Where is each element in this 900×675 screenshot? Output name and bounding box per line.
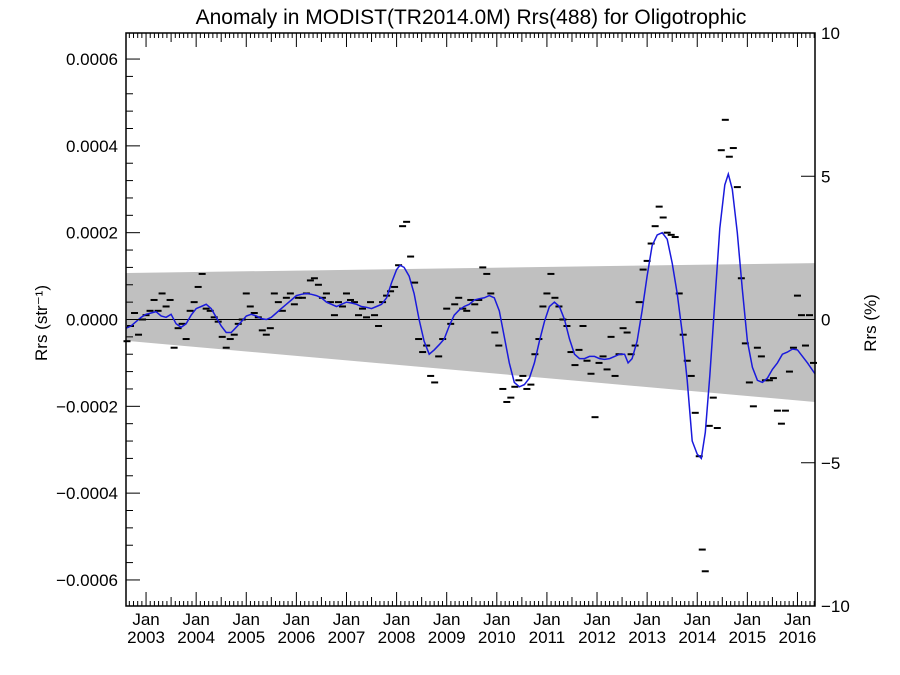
x-tick-month: Jan <box>533 610 560 629</box>
left-axis-label: Rrs (str⁻¹) <box>32 285 51 361</box>
x-tick-year: 2011 <box>529 628 566 647</box>
right-tick-label: 0 <box>821 311 830 330</box>
plot-area <box>123 32 817 607</box>
x-tick-month: Jan <box>633 610 660 629</box>
x-tick-year: 2003 <box>127 628 165 647</box>
x-tick-month: Jan <box>583 610 610 629</box>
x-tick-month: Jan <box>784 610 811 629</box>
x-tick-month: Jan <box>233 610 260 629</box>
x-tick-month: Jan <box>333 610 360 629</box>
x-tick-month: Jan <box>433 610 460 629</box>
x-tick-year: 2016 <box>779 628 817 647</box>
right-axis-label: Rrs (%) <box>861 294 880 352</box>
smoothed-line <box>125 171 816 461</box>
x-tick-year: 2006 <box>277 628 315 647</box>
left-tick-label: −0.0006 <box>56 571 118 590</box>
x-axis: Jan2003Jan2004Jan2005Jan2006Jan2007Jan20… <box>127 33 816 647</box>
x-tick-year: 2004 <box>177 628 215 647</box>
right-tick-label: −10 <box>821 597 850 616</box>
left-tick-label: 0.0002 <box>66 224 118 243</box>
x-tick-year: 2005 <box>227 628 265 647</box>
x-tick-month: Jan <box>132 610 159 629</box>
left-tick-label: 0.0000 <box>66 311 118 330</box>
left-tick-label: 0.0006 <box>66 50 118 69</box>
x-tick-month: Jan <box>684 610 711 629</box>
right-tick-label: −5 <box>821 454 840 473</box>
right-tick-label: 10 <box>821 24 840 43</box>
x-tick-year: 2014 <box>678 628 716 647</box>
left-y-axis: 0.0006 0.0004 0.0002 0.0000 −0.0002 −0.0004 −0… <box>56 50 140 590</box>
x-tick-month: Jan <box>734 610 761 629</box>
left-tick-label: −0.0004 <box>56 484 118 503</box>
left-tick-label: −0.0002 <box>56 397 118 416</box>
x-tick-year: 2013 <box>628 628 666 647</box>
data-points <box>123 118 817 573</box>
right-y-axis: 10 5 0 −5 −10 <box>801 24 850 616</box>
x-tick-month: Jan <box>182 610 209 629</box>
x-tick-month: Jan <box>283 610 310 629</box>
left-tick-label: 0.0004 <box>66 137 118 156</box>
right-tick-label: 5 <box>821 167 830 186</box>
x-tick-year: 2012 <box>578 628 616 647</box>
x-tick-year: 2007 <box>328 628 366 647</box>
x-tick-month: Jan <box>483 610 510 629</box>
x-tick-month: Jan <box>383 610 410 629</box>
x-tick-year: 2009 <box>428 628 466 647</box>
x-tick-year: 2015 <box>728 628 766 647</box>
x-tick-year: 2010 <box>478 628 516 647</box>
x-tick-year: 2008 <box>378 628 416 647</box>
chart-title: Anomaly in MODIST(TR2014.0M) Rrs(488) fo… <box>196 6 747 29</box>
